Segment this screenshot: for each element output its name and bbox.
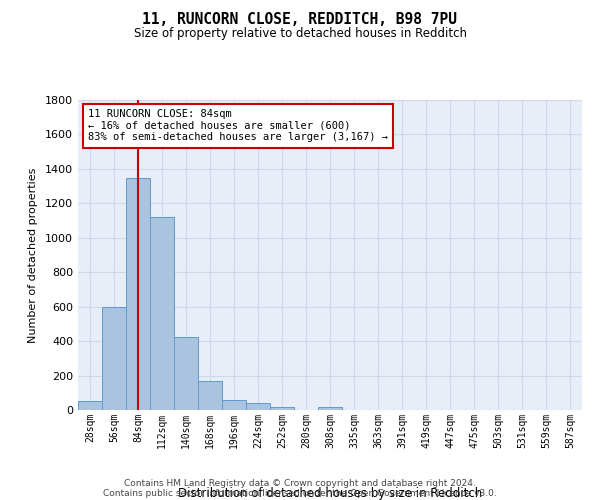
- Text: 11, RUNCORN CLOSE, REDDITCH, B98 7PU: 11, RUNCORN CLOSE, REDDITCH, B98 7PU: [143, 12, 458, 28]
- Bar: [150, 217, 174, 410]
- Text: Size of property relative to detached houses in Redditch: Size of property relative to detached ho…: [133, 28, 467, 40]
- Bar: [270, 408, 294, 410]
- Text: 11 RUNCORN CLOSE: 84sqm
← 16% of detached houses are smaller (600)
83% of semi-d: 11 RUNCORN CLOSE: 84sqm ← 16% of detache…: [88, 110, 388, 142]
- Bar: [246, 403, 270, 410]
- Bar: [174, 337, 198, 410]
- Y-axis label: Number of detached properties: Number of detached properties: [28, 168, 38, 342]
- X-axis label: Distribution of detached houses by size in Redditch: Distribution of detached houses by size …: [178, 487, 482, 500]
- Text: Contains HM Land Registry data © Crown copyright and database right 2024.: Contains HM Land Registry data © Crown c…: [124, 478, 476, 488]
- Bar: [102, 306, 126, 410]
- Bar: [126, 178, 150, 410]
- Bar: [78, 402, 102, 410]
- Bar: [198, 380, 222, 410]
- Bar: [318, 406, 342, 410]
- Bar: [222, 400, 246, 410]
- Text: Contains public sector information licensed under the Open Government Licence v3: Contains public sector information licen…: [103, 488, 497, 498]
